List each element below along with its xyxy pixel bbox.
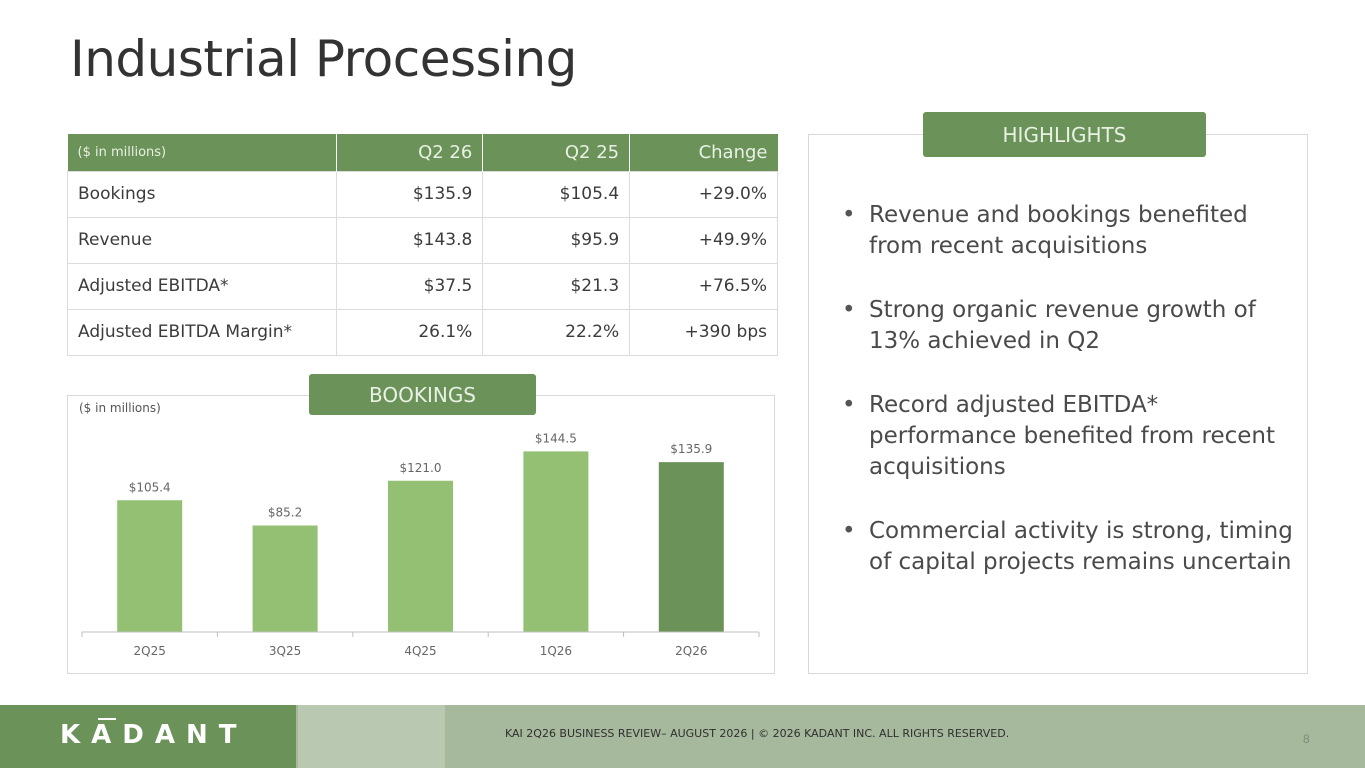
footer: KADANT KAI 2Q26 BUSINESS REVIEW– AUGUST … (0, 705, 1365, 768)
bar-2q26 (658, 462, 724, 632)
page-title: Industrial Processing (70, 30, 577, 88)
highlight-item: • Commercial activity is strong, timing o… (842, 516, 1297, 578)
cell-q2-25: $105.4 (482, 170, 631, 218)
cell-change: +76.5% (629, 262, 778, 310)
highlights-label: HIGHLIGHTS (923, 112, 1206, 157)
bookings-unit-note: ($ in millions) (79, 401, 161, 415)
bar-1q26 (523, 451, 589, 632)
table-row: Revenue $143.8 $95.9 +49.9% (67, 216, 778, 264)
cell-q2-26: 26.1% (335, 308, 484, 356)
row-label: Bookings (67, 170, 337, 218)
highlight-text: Record adjusted EBITDA* performance bene… (869, 392, 1275, 480)
table-row: Adjusted EBITDA Margin* 26.1% 22.2% +390… (67, 308, 778, 356)
highlights-list: • Revenue and bookings benefited from rec… (842, 200, 1297, 611)
row-label: Adjusted EBITDA* (67, 262, 337, 310)
cell-q2-25: $95.9 (482, 216, 631, 264)
column-header-units: ($ in millions) (67, 134, 337, 171)
cell-change: +390 bps (629, 308, 778, 356)
cell-q2-26: $143.8 (335, 216, 484, 264)
highlight-text: Commercial activity is strong, timing of… (869, 518, 1293, 575)
data-label: $105.4 (129, 480, 171, 494)
column-header-q2-25: Q2 25 (482, 134, 631, 171)
row-label: Revenue (67, 216, 337, 264)
bullet-icon: • (842, 202, 856, 228)
highlights-panel (808, 134, 1308, 674)
data-label: $144.5 (535, 431, 577, 445)
page-number: 8 (1303, 732, 1310, 746)
bar-3q25 (252, 525, 318, 632)
footer-decor-block (298, 705, 445, 768)
bookings-label: BOOKINGS (309, 374, 536, 415)
x-tick-label: 2Q26 (675, 644, 707, 658)
column-header-q2-26: Q2 26 (336, 134, 484, 171)
logo-macron (98, 718, 116, 720)
bookings-bar-chart: $105.4 2Q25 $85.2 3Q25 $121.0 4Q25 $144.5 1Q26 $… (81, 431, 760, 658)
logo-block: KADANT (0, 705, 296, 768)
kpi-table: ($ in millions) Q2 26 Q2 25 Change Booki… (67, 134, 778, 356)
cell-q2-25: 22.2% (482, 308, 631, 356)
highlight-item: • Revenue and bookings benefited from rec… (842, 200, 1297, 262)
x-tick-label: 1Q26 (540, 644, 572, 658)
highlight-item: • Strong organic revenue growth of 13% ac… (842, 295, 1297, 357)
bar-4q25 (388, 480, 453, 632)
highlight-text: Revenue and bookings benefited from rece… (869, 202, 1248, 259)
table-row: Adjusted EBITDA* $37.5 $21.3 +76.5% (67, 262, 778, 310)
footer-copyright: KAI 2Q26 BUSINESS REVIEW– AUGUST 2026 | … (505, 727, 1010, 740)
column-header-change: Change (629, 134, 778, 171)
bullet-icon: • (842, 297, 856, 323)
cell-change: +29.0% (629, 170, 778, 218)
x-tick-label: 4Q25 (404, 644, 436, 658)
bar-2q25 (117, 500, 183, 632)
cell-q2-26: $135.9 (335, 170, 484, 218)
data-label: $135.9 (670, 442, 712, 456)
cell-q2-26: $37.5 (335, 262, 484, 310)
data-label: $121.0 (400, 461, 442, 475)
highlight-text: Strong organic revenue growth of 13% ach… (869, 297, 1256, 354)
row-label: Adjusted EBITDA Margin* (67, 308, 337, 356)
bullet-icon: • (842, 392, 856, 418)
data-label: $85.2 (268, 506, 302, 520)
x-tick-label: 2Q25 (134, 644, 166, 658)
cell-q2-25: $21.3 (482, 262, 631, 310)
kadant-logo: KADANT (60, 720, 248, 750)
table-header-row: ($ in millions) Q2 26 Q2 25 Change (67, 134, 778, 171)
highlight-item: • Record adjusted EBITDA* performance ben… (842, 390, 1297, 483)
bullet-icon: • (842, 518, 856, 544)
table-row: Bookings $135.9 $105.4 +29.0% (67, 170, 778, 218)
cell-change: +49.9% (629, 216, 778, 264)
x-tick-label: 3Q25 (269, 644, 301, 658)
